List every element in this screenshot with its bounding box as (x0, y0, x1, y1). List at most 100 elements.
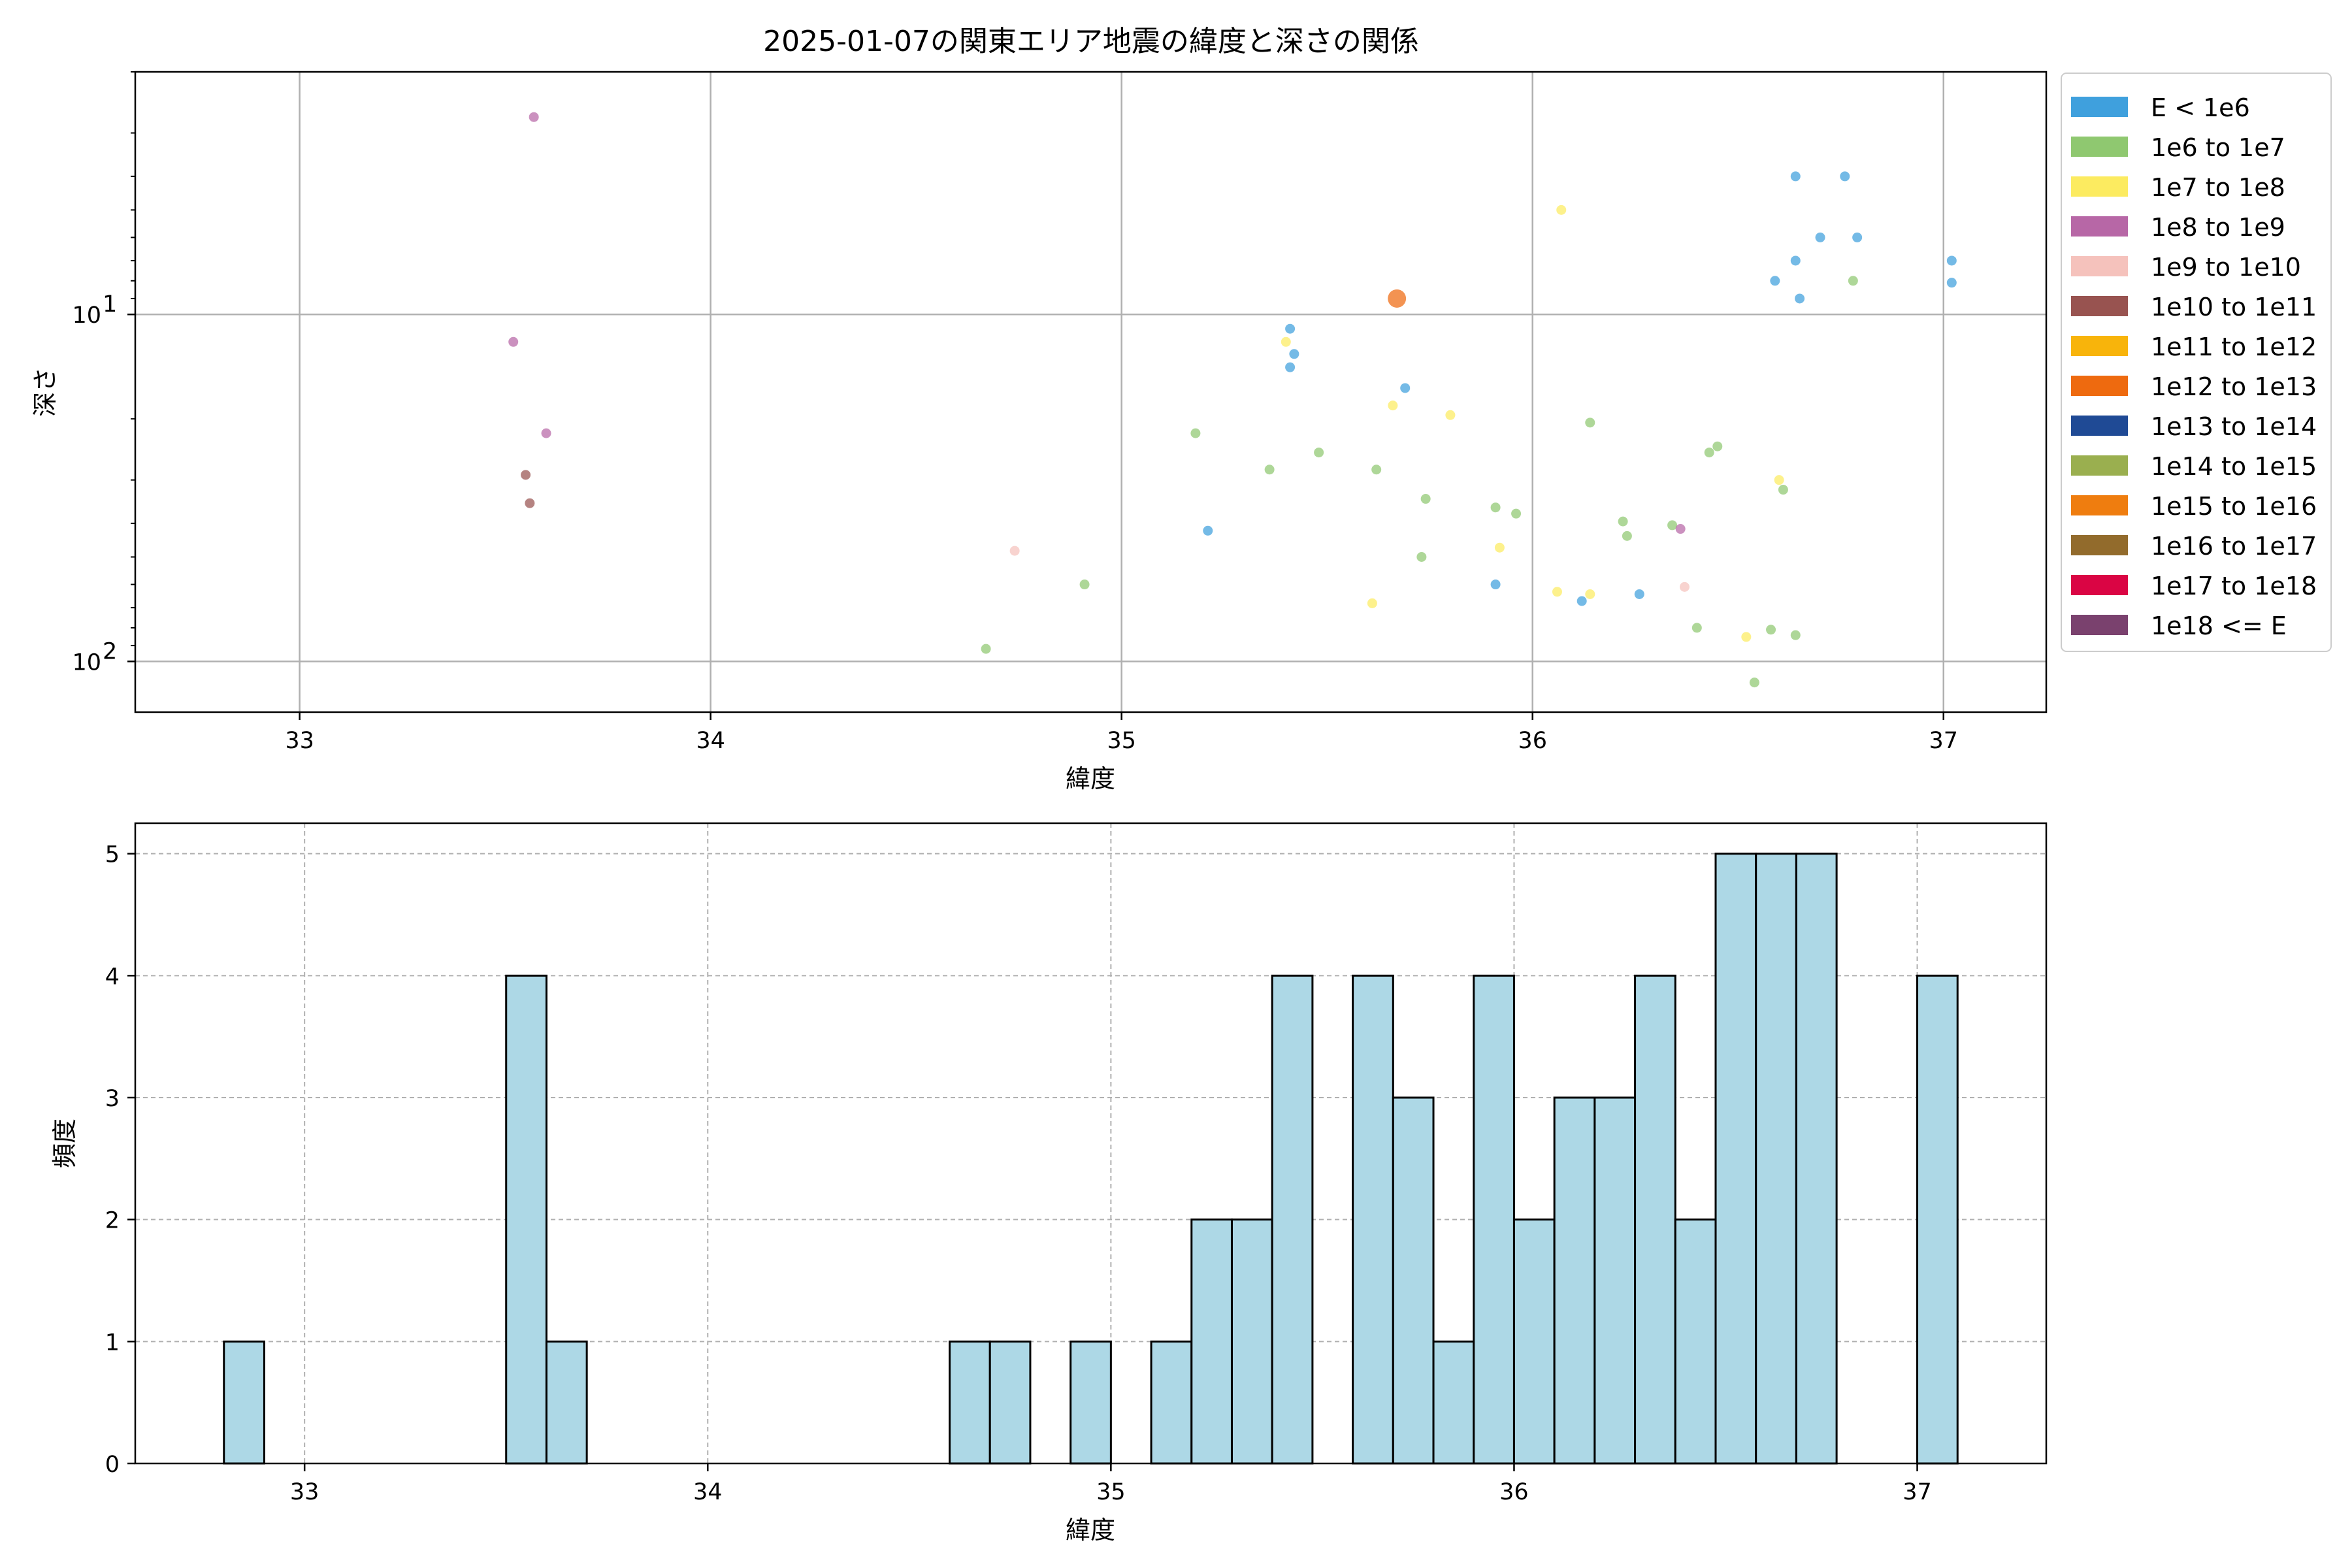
scatter-point (1679, 581, 1690, 592)
legend-label: 1e11 to 1e12 (2151, 333, 2317, 361)
scatter-point (1770, 276, 1780, 286)
scatter-point (1852, 232, 1863, 242)
histogram-bar (1634, 974, 1676, 1465)
legend-swatch (2071, 256, 2128, 276)
scatter-point (1795, 293, 1805, 304)
scatter-point (541, 428, 551, 438)
scatter-point (1848, 276, 1858, 286)
legend: E < 1e6 1e6 to 1e7 1e7 to 1e8 1e8 to 1e9 1e9… (2061, 73, 2332, 652)
histogram-bar (988, 1340, 1032, 1465)
legend-swatch (2071, 376, 2128, 396)
scatter-point (1691, 623, 1702, 633)
scatter-point (1552, 587, 1562, 597)
histogram-bar (949, 1340, 991, 1465)
scatter-point (1388, 289, 1407, 308)
legend-swatch (2071, 137, 2128, 157)
scatter-point (1840, 171, 1850, 182)
scatter-point (1622, 531, 1632, 541)
histogram-bar (1352, 974, 1394, 1465)
histogram-bar (1795, 853, 1838, 1465)
scatter-point (1585, 417, 1595, 428)
legend-swatch (2071, 495, 2128, 515)
scatter-point (1815, 232, 1825, 242)
legend-label: 1e6 to 1e7 (2151, 133, 2285, 162)
legend-swatch (2071, 455, 2128, 476)
scatter-point (1790, 171, 1801, 182)
histogram-bar (1553, 1096, 1596, 1465)
histogram-bar (1674, 1218, 1717, 1465)
histogram-bar (1070, 1340, 1112, 1465)
scatter-point (981, 644, 991, 654)
histogram-x-axis-label: 緯度 (1066, 1516, 1115, 1544)
histogram-bar (1432, 1340, 1475, 1465)
scatter-point (521, 470, 531, 480)
legend-swatch (2071, 97, 2128, 117)
scatter-point (1618, 516, 1628, 527)
histogram-x-tick-label: 35 (1096, 1479, 1126, 1505)
scatter-point (1445, 410, 1456, 420)
scatter-point (1400, 383, 1411, 393)
scatter-y-tick-label: 10 (72, 302, 101, 329)
legend-label: 1e10 to 1e11 (2151, 293, 2317, 321)
scatter-x-tick-label: 37 (1929, 728, 1958, 754)
histogram-bar (1755, 853, 1797, 1465)
scatter-point (1420, 494, 1431, 504)
scatter-point (1576, 596, 1587, 606)
histogram-bar (505, 974, 547, 1465)
scatter-point (1367, 598, 1377, 608)
histogram-bar (1271, 974, 1314, 1465)
legend-label: 1e17 to 1e18 (2151, 572, 2317, 600)
legend-label: 1e8 to 1e9 (2151, 213, 2285, 242)
histogram-bar (1392, 1096, 1435, 1465)
legend-swatch (2071, 535, 2128, 555)
legend-swatch (2071, 615, 2128, 635)
scatter-y-tick-exponent: 2 (103, 638, 117, 664)
scatter-point (1314, 448, 1324, 458)
scatter-point (1416, 551, 1427, 562)
scatter-point (1741, 632, 1752, 642)
scatter-y-tick-label: 10 (72, 649, 101, 676)
legend-label: 1e7 to 1e8 (2151, 173, 2285, 202)
histogram-x-tick-label: 33 (290, 1479, 319, 1505)
scatter-point (1675, 524, 1686, 534)
scatter-axes-frame (134, 71, 2048, 713)
histogram-bar (1190, 1218, 1233, 1465)
scatter-point (1285, 362, 1296, 372)
scatter-point (1289, 349, 1299, 359)
scatter-point (1388, 400, 1398, 411)
scatter-point (529, 112, 539, 122)
histogram-x-tick-label: 36 (1499, 1479, 1529, 1505)
legend-swatch (2071, 416, 2128, 436)
histogram-y-tick-label: 0 (105, 1452, 120, 1478)
scatter-points (508, 112, 1957, 688)
scatter-x-tick-label: 35 (1107, 728, 1136, 754)
histogram-y-tick-label: 1 (105, 1330, 120, 1356)
scatter-point (1790, 630, 1801, 640)
scatter-y-axis-label: 深さ (31, 367, 59, 417)
scatter-point (1749, 678, 1759, 688)
histogram-bar (1593, 1096, 1637, 1465)
scatter-x-axis-label: 緯度 (1066, 764, 1115, 793)
scatter-point (1634, 589, 1644, 599)
scatter-point (1009, 546, 1020, 556)
histogram-y-tick-label: 5 (105, 842, 120, 868)
histogram-bar (1150, 1340, 1193, 1465)
legend-swatch (2071, 336, 2128, 356)
scatter-point (508, 336, 519, 347)
histogram-bar (1473, 974, 1515, 1465)
legend-label: E < 1e6 (2151, 93, 2250, 122)
scatter-y-tick-exponent: 1 (103, 291, 117, 318)
scatter-point (1494, 542, 1505, 553)
histogram-x-tick-label: 34 (693, 1479, 723, 1505)
scatter-point (1774, 475, 1784, 485)
scatter-x-tick-label: 33 (285, 728, 314, 754)
scatter-point (1281, 336, 1291, 347)
scatter-point (1556, 204, 1567, 215)
legend-label: 1e18 <= E (2151, 612, 2287, 640)
scatter-point (1712, 441, 1723, 451)
scatter-point (1946, 255, 1957, 266)
histogram-bar (1230, 1218, 1273, 1465)
scatter-point (1203, 525, 1213, 536)
